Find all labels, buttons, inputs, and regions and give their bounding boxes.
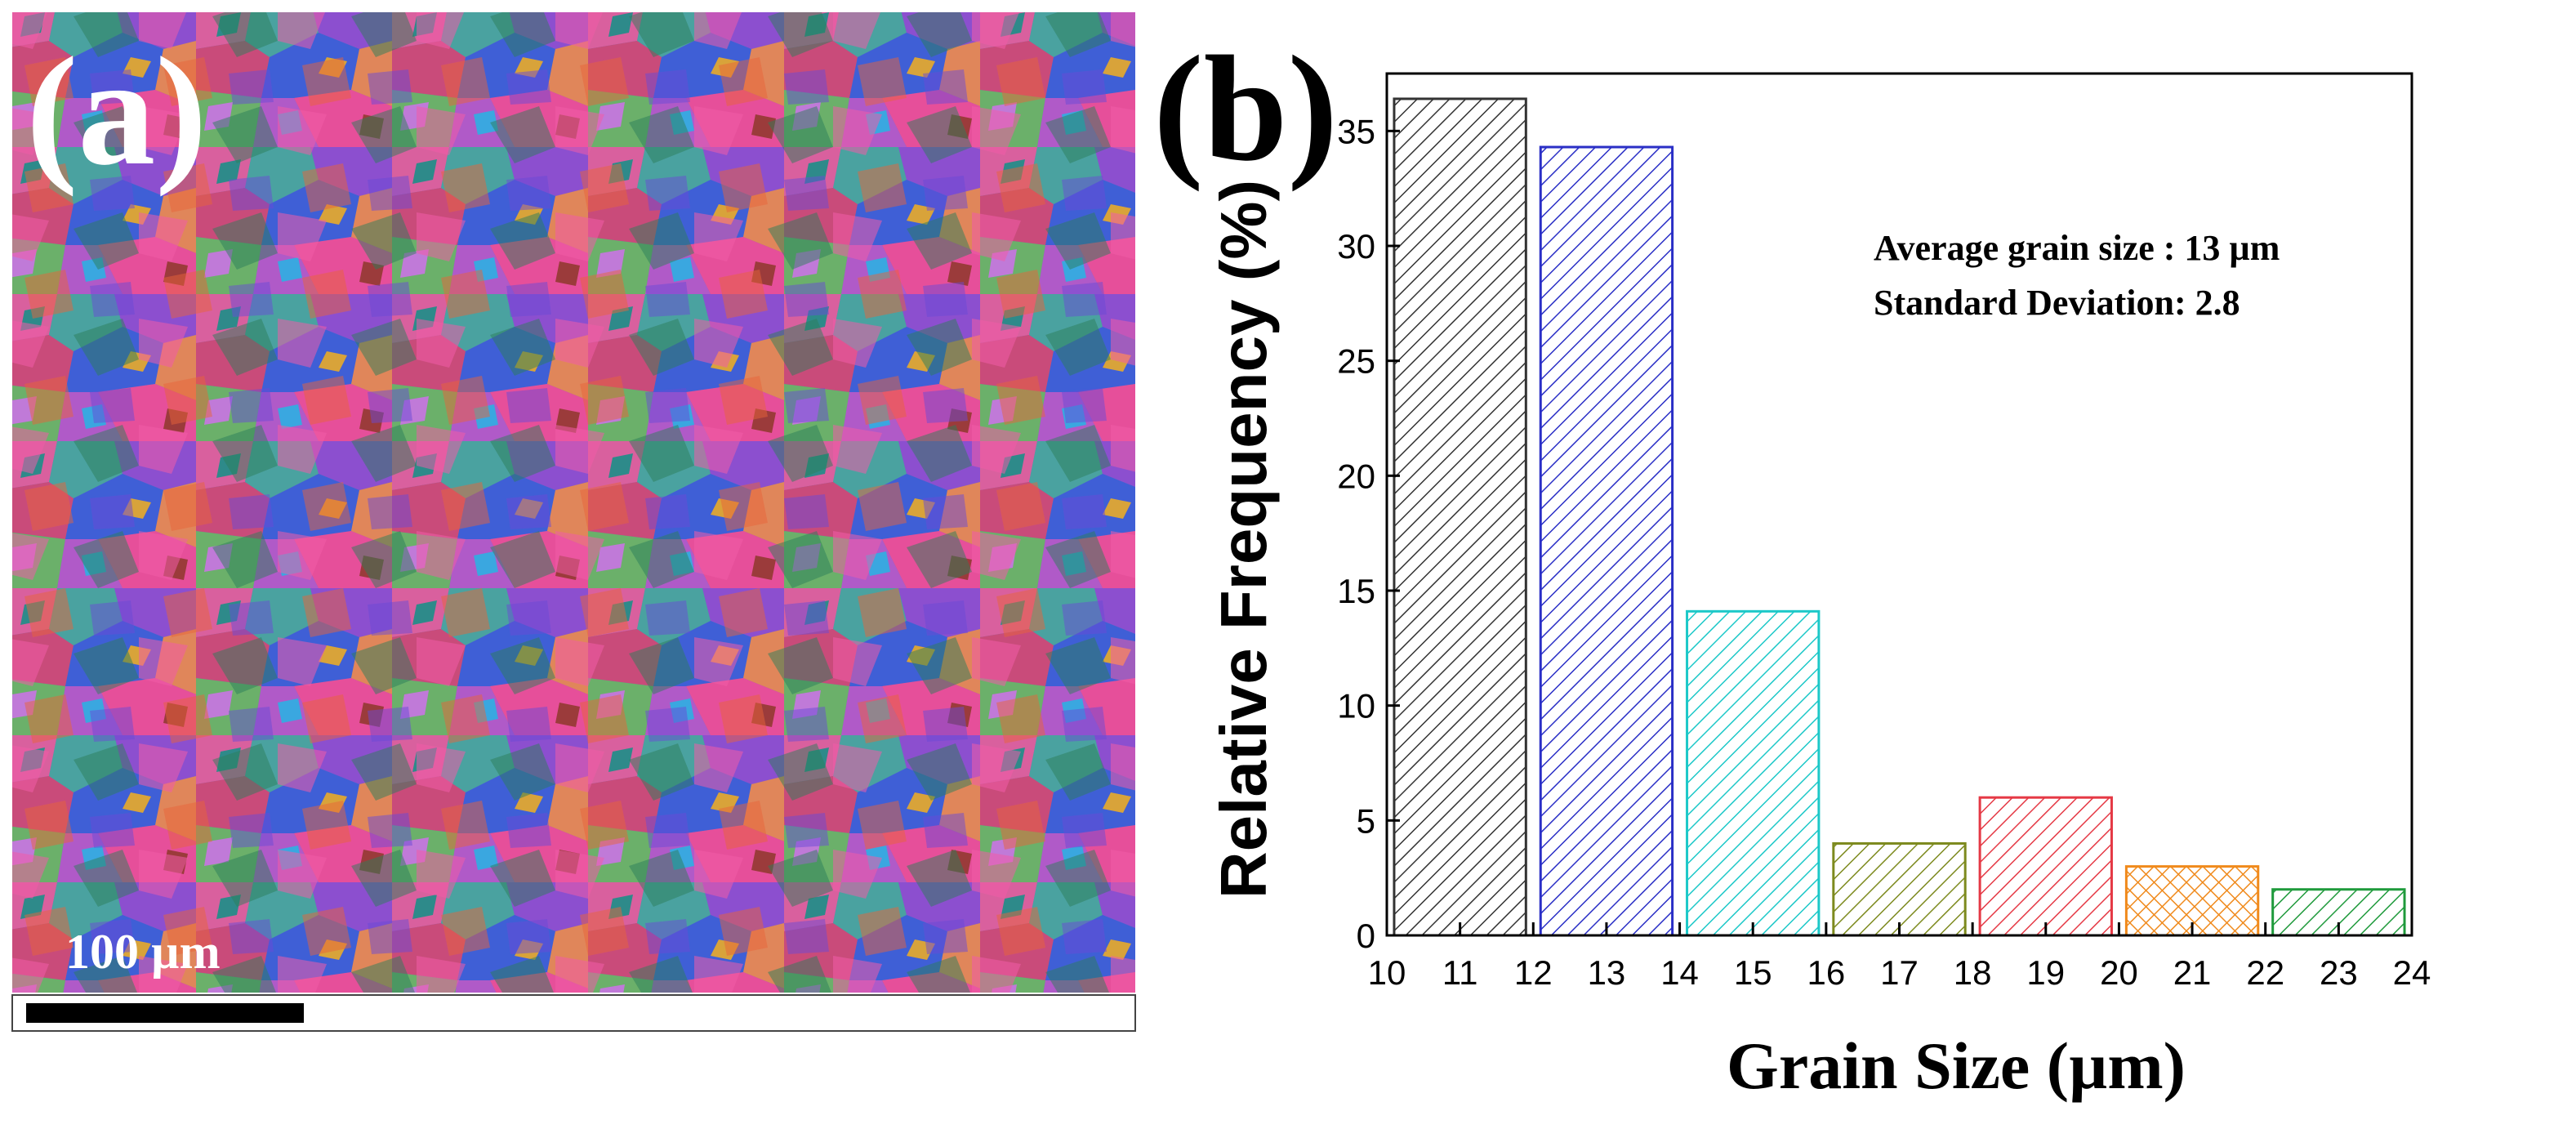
ebsd-map-svg: 100 µm (a): [11, 12, 1136, 1032]
x-axis-label: Grain Size (µm): [1727, 1029, 2186, 1103]
annotation-std-dev: Standard Deviation: 2.8: [1874, 283, 2240, 323]
x-tick-label: 10: [1368, 953, 1406, 992]
bar-16-18: [1832, 841, 1967, 937]
y-tick-label: 25: [1337, 342, 1375, 381]
y-tick-label: 10: [1337, 687, 1375, 725]
bars-layer: [1393, 97, 2406, 937]
panel-a: 100 µm (a): [0, 0, 1160, 1125]
x-tick-label: 16: [1807, 953, 1845, 992]
x-tick-label: 21: [2173, 953, 2212, 992]
y-axis-label: Relative Frequency (%): [1207, 180, 1280, 899]
panel-b-label: (b): [1153, 25, 1338, 193]
y-tick-label: 0: [1357, 917, 1375, 955]
x-tick-label: 13: [1588, 953, 1626, 992]
x-tick-label: 12: [1514, 953, 1553, 992]
x-tick-label: 23: [2320, 953, 2358, 992]
x-tick-label: 11: [1442, 953, 1478, 992]
bar-18-20: [1978, 796, 2113, 937]
bar-14-16: [1686, 609, 1821, 937]
panel-a-label: (a): [26, 26, 207, 198]
x-tick-label: 17: [1880, 953, 1919, 992]
x-tick-label: 14: [1660, 953, 1699, 992]
grain-size-histogram: 10 11 12 13 14 15 16 17 18 19 20 21 22 23 24 0 5 10 15 20 25…: [1153, 25, 2431, 1103]
y-tick-label: 5: [1357, 801, 1375, 840]
x-tick-label: 20: [2100, 953, 2138, 992]
y-tick-label: 15: [1337, 572, 1375, 610]
grain-map-overlay: [12, 12, 1135, 993]
x-tick-label: 19: [2026, 953, 2065, 992]
y-tick-label: 20: [1337, 457, 1375, 495]
scale-bar: [26, 1003, 304, 1023]
bar-12-14: [1539, 145, 1674, 937]
x-tick-label: 24: [2393, 953, 2431, 992]
x-tick-label: 18: [1954, 953, 1992, 992]
x-tick-label: 15: [1734, 953, 1772, 992]
annotation-average: Average grain size : 13 µm: [1874, 228, 2280, 268]
panel-b: 10 11 12 13 14 15 16 17 18 19 20 21 22 23 24 0 5 10 15 20 25…: [1143, 0, 2576, 1125]
scale-bar-label: 100 µm: [65, 925, 221, 979]
y-tick-label: 30: [1337, 227, 1375, 266]
ticks-layer: 10 11 12 13 14 15 16 17 18 19 20 21 22 23 24 0 5 10 15 20 25…: [1337, 112, 2431, 992]
x-tick-label: 22: [2246, 953, 2284, 992]
y-tick-label: 35: [1337, 112, 1375, 150]
bar-10-12: [1393, 97, 1527, 937]
